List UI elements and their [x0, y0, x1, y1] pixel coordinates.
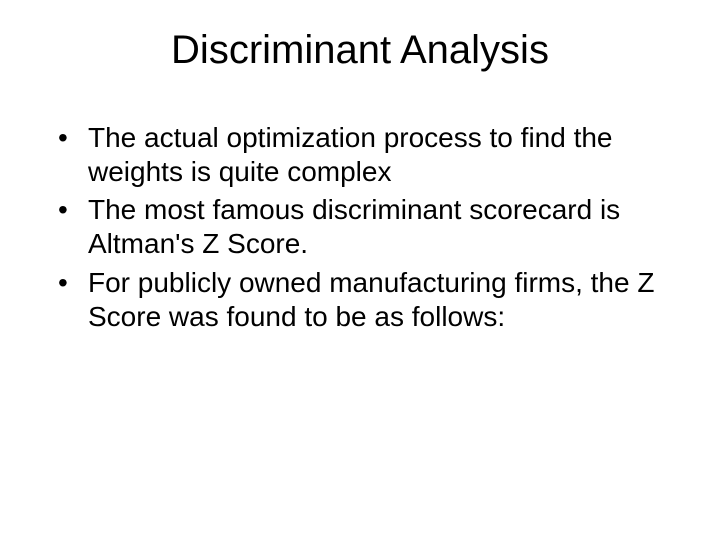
- bullet-list: The actual optimization process to find …: [40, 121, 680, 334]
- bullet-item: The actual optimization process to find …: [58, 121, 680, 189]
- slide-title: Discriminant Analysis: [40, 28, 680, 73]
- bullet-item: The most famous discriminant scorecard i…: [58, 193, 680, 261]
- bullet-item: For publicly owned manufacturing firms, …: [58, 266, 680, 334]
